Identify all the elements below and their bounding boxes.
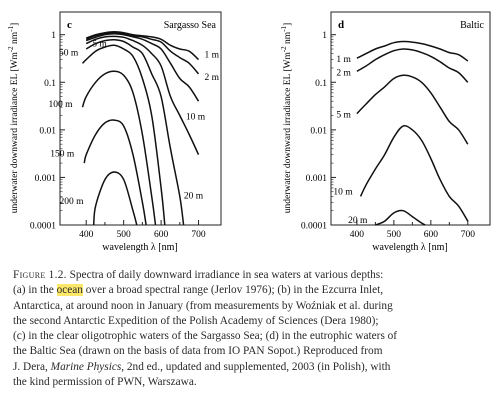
figure-1-2: c Sargasso Sea 1 0.1 0.01 0.001 0.0001 400 50… [7, 11, 491, 253]
y-tick-label: 1 [51, 31, 56, 41]
panel-c-chart: c Sargasso Sea 1 0.1 0.01 0.001 0.0001 400 50… [7, 11, 222, 253]
series-label: 5 m [336, 111, 351, 121]
x-tick-label: 400 [350, 230, 365, 240]
series-line-10m [359, 125, 469, 222]
y-tick-label: 0.001 [306, 174, 328, 184]
series-label: 2 m [205, 73, 220, 83]
caption-line-4: the second Antarctic Expedition of the P… [13, 314, 379, 327]
caption-line-8: the kind permission of PWN, Warszawa. [13, 376, 197, 389]
x-tick-label: 700 [191, 230, 206, 240]
panel-c-frame [59, 11, 222, 226]
panel-d-letter: d [338, 19, 344, 31]
caption-figure-label: Figure 1.2. [13, 269, 67, 281]
series-line-20m [375, 209, 426, 226]
series-label: 200 m [60, 197, 85, 207]
x-tick-label: 500 [117, 230, 132, 240]
panel-c-ylabel: underwater downward irradiance EL [Wm-2 … [7, 23, 20, 213]
x-tick-label: 600 [424, 230, 439, 240]
highlighted-word[interactable]: ocean [56, 284, 83, 297]
caption-line-5: (c) in the clear oligotrophic waters of … [13, 330, 398, 343]
caption-line-7: J. Dera, Marine Physics, 2nd ed., update… [13, 360, 493, 375]
panel-c-xlabel: wavelength λ [nm] [102, 242, 177, 253]
series-label: 150 m [50, 150, 75, 160]
series-label: 5 m [92, 40, 107, 50]
series-line-2m [85, 31, 200, 75]
caption-book-title: Marine Physics [50, 360, 122, 373]
series-line-20m [85, 39, 185, 226]
y-tick-label: 0.01 [310, 126, 327, 136]
series-line-50m [81, 44, 166, 226]
series-line-10m [85, 35, 200, 156]
series-label: 50 m [59, 49, 79, 59]
caption-line-3: Antarctica, at around noon in January (f… [13, 299, 393, 312]
panel-d-frame [330, 11, 491, 226]
caption-line-1: Figure 1.2. Spectra of daily downward ir… [13, 268, 493, 283]
caption-line-6: the Baltic Sea (drawn on the basis of da… [13, 345, 383, 358]
y-tick-label: 0.0001 [30, 222, 56, 232]
panel-d-xlabel: wavelength λ [nm] [372, 242, 447, 253]
x-tick-label: 700 [461, 230, 476, 240]
figure-caption: Figure 1.2. Spectra of daily downward ir… [13, 268, 493, 390]
y-tick-label: 0.0001 [301, 222, 327, 232]
caption-text: (a) in the [13, 284, 57, 297]
series-label: 1 m [205, 51, 220, 61]
caption-text: , 2nd ed., updated and supplemented, 200… [121, 360, 391, 373]
y-tick-label: 0.1 [44, 79, 56, 89]
series-line-5m [356, 74, 469, 145]
x-tick-label: 500 [387, 230, 402, 240]
panel-d-ylabel: underwater downward irradiance EL [Wm-2 … [280, 23, 293, 213]
panel-c-title: Sargasso Sea [164, 20, 217, 31]
series-line-1m [356, 40, 469, 62]
y-tick-label: 0.001 [35, 174, 57, 184]
y-tick-label: 0.01 [39, 126, 56, 136]
series-label: 2 m [336, 68, 351, 78]
series-line-100m [81, 70, 157, 226]
caption-text: Spectra of daily downward irradiance in … [66, 269, 384, 281]
series-line-200m [92, 171, 138, 226]
panel-c-letter: c [67, 19, 72, 31]
series-label: 20 m [184, 191, 204, 201]
series-line-2m [356, 48, 469, 83]
x-tick-label: 400 [79, 230, 94, 240]
caption-text: J. Dera, [13, 360, 51, 373]
caption-line-2: (a) in the ocean over a broad spectral r… [13, 283, 493, 298]
series-label: 100 m [48, 100, 73, 110]
series-label: 10 m [333, 187, 353, 197]
series-label: 10 m [186, 113, 206, 123]
x-tick-label: 600 [154, 230, 169, 240]
panel-d-title: Baltic [460, 20, 484, 31]
series-label: 1 m [336, 55, 351, 65]
y-tick-label: 1 [322, 31, 327, 41]
series-line-150m [83, 119, 147, 226]
series-label: 20 m [348, 216, 368, 226]
series-line-1m [85, 31, 200, 61]
caption-text: over a broad spectral range (Jerlov 1976… [82, 284, 384, 297]
panel-d-chart: d Baltic 1 0.1 0.01 0.001 0.0001 400 500 600 70… [280, 11, 491, 253]
y-tick-label: 0.1 [315, 79, 327, 89]
series-line-5m [85, 32, 200, 102]
